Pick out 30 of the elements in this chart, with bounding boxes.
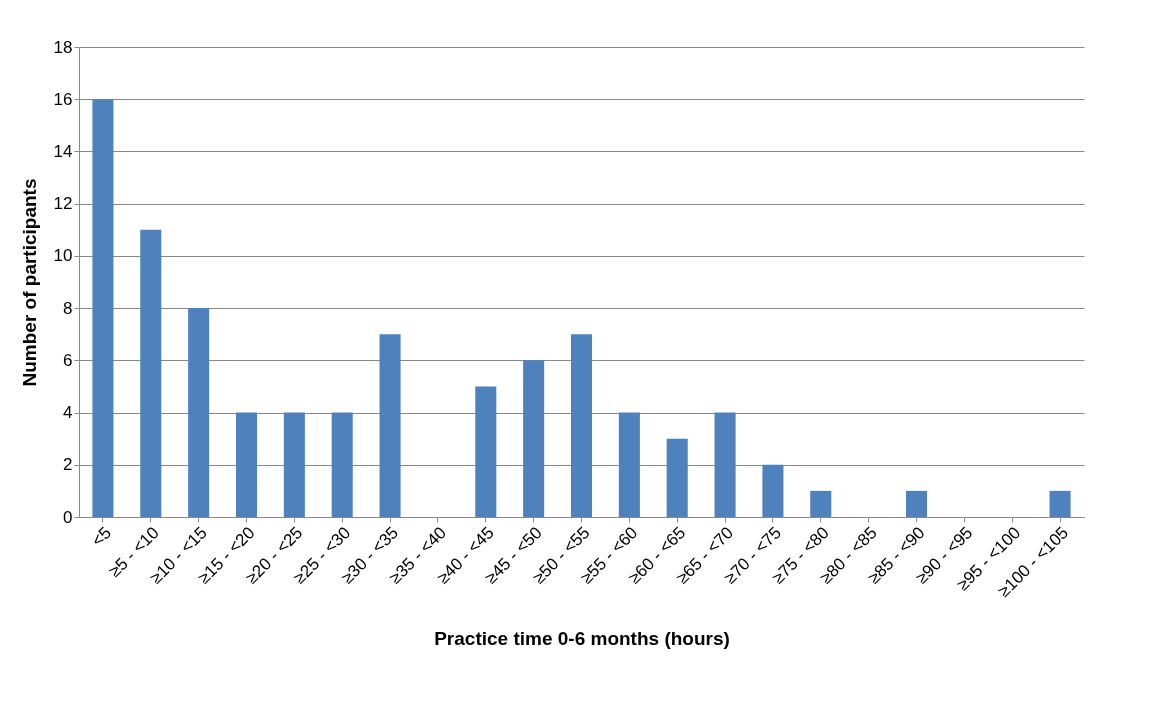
bar xyxy=(714,412,736,517)
bar xyxy=(331,412,353,517)
bar xyxy=(379,334,401,517)
bar xyxy=(235,412,258,517)
y-tick-label: 18 xyxy=(53,37,73,57)
y-tick-label: 6 xyxy=(63,350,73,370)
bar xyxy=(523,360,545,517)
bar xyxy=(762,464,784,517)
y-tick-label: 4 xyxy=(63,403,73,423)
x-tick-label: <5 xyxy=(87,523,115,551)
bar xyxy=(92,99,114,517)
bar xyxy=(570,334,593,517)
bar xyxy=(666,438,688,517)
bar xyxy=(188,308,210,517)
y-tick-label: 12 xyxy=(53,194,73,214)
bar xyxy=(618,412,640,517)
bar xyxy=(1049,490,1071,517)
x-axis-title: Practice time 0-6 months (hours) xyxy=(434,628,730,650)
bar xyxy=(140,229,162,517)
y-tick-label: 8 xyxy=(63,298,73,318)
y-axis-title: Number of participants xyxy=(18,178,40,387)
bar xyxy=(283,412,305,517)
y-tick-label: 16 xyxy=(53,89,73,109)
bar xyxy=(475,386,497,517)
y-tick-label: 0 xyxy=(63,507,73,527)
bar xyxy=(810,490,832,517)
y-tick-label: 10 xyxy=(53,246,73,266)
bar xyxy=(905,490,928,517)
y-tick-label: 2 xyxy=(63,455,73,475)
y-tick-label: 14 xyxy=(53,141,73,161)
